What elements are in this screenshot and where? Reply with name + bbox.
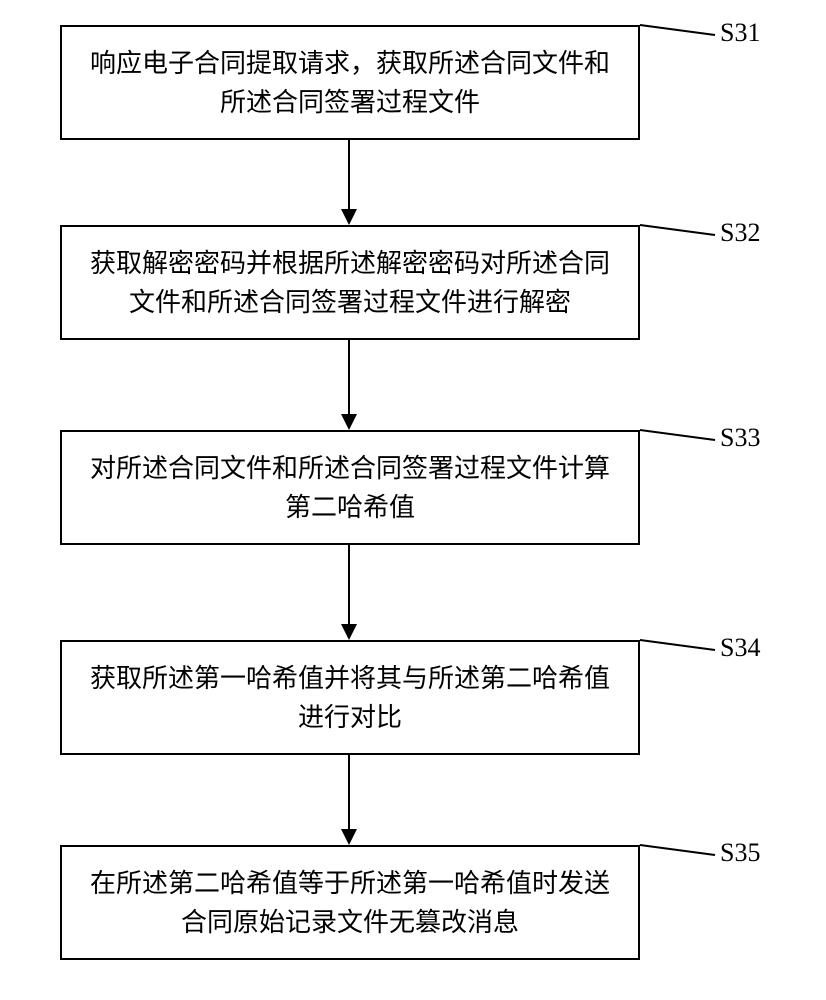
step-label-s35: S35 <box>720 838 760 868</box>
step-label-text-s34: S34 <box>720 633 760 662</box>
arrow-s31-s32 <box>348 140 350 209</box>
step-label-s31: S31 <box>720 18 760 48</box>
step-box-s31: 响应电子合同提取请求，获取所述合同文件和所述合同签署过程文件 <box>60 25 640 140</box>
step-label-text-s32: S32 <box>720 218 760 247</box>
step-text-s35: 在所述第二哈希值等于所述第一哈希值时发送合同原始记录文件无篡改消息 <box>82 864 618 942</box>
arrow-head-s34-s35 <box>341 829 357 845</box>
step-box-s35: 在所述第二哈希值等于所述第一哈希值时发送合同原始记录文件无篡改消息 <box>60 845 640 960</box>
arrow-head-s31-s32 <box>341 209 357 225</box>
arrow-head-s32-s33 <box>341 414 357 430</box>
step-box-s33: 对所述合同文件和所述合同签署过程文件计算第二哈希值 <box>60 430 640 545</box>
step-label-text-s31: S31 <box>720 18 760 47</box>
arrow-head-s33-s34 <box>341 624 357 640</box>
step-text-s33: 对所述合同文件和所述合同签署过程文件计算第二哈希值 <box>82 449 618 527</box>
step-text-s31: 响应电子合同提取请求，获取所述合同文件和所述合同签署过程文件 <box>82 44 618 122</box>
step-label-text-s35: S35 <box>720 838 760 867</box>
arrow-s33-s34 <box>348 545 350 624</box>
arrow-s32-s33 <box>348 340 350 414</box>
flowchart-canvas: 响应电子合同提取请求，获取所述合同文件和所述合同签署过程文件 获取解密密码并根据… <box>0 0 826 1000</box>
arrow-s34-s35 <box>348 755 350 829</box>
step-label-s32: S32 <box>720 218 760 248</box>
step-label-text-s33: S33 <box>720 423 760 452</box>
step-box-s32: 获取解密密码并根据所述解密密码对所述合同文件和所述合同签署过程文件进行解密 <box>60 225 640 340</box>
step-text-s34: 获取所述第一哈希值并将其与所述第二哈希值进行对比 <box>82 659 618 737</box>
step-label-s33: S33 <box>720 423 760 453</box>
step-box-s34: 获取所述第一哈希值并将其与所述第二哈希值进行对比 <box>60 640 640 755</box>
step-text-s32: 获取解密密码并根据所述解密密码对所述合同文件和所述合同签署过程文件进行解密 <box>82 244 618 322</box>
step-label-s34: S34 <box>720 633 760 663</box>
